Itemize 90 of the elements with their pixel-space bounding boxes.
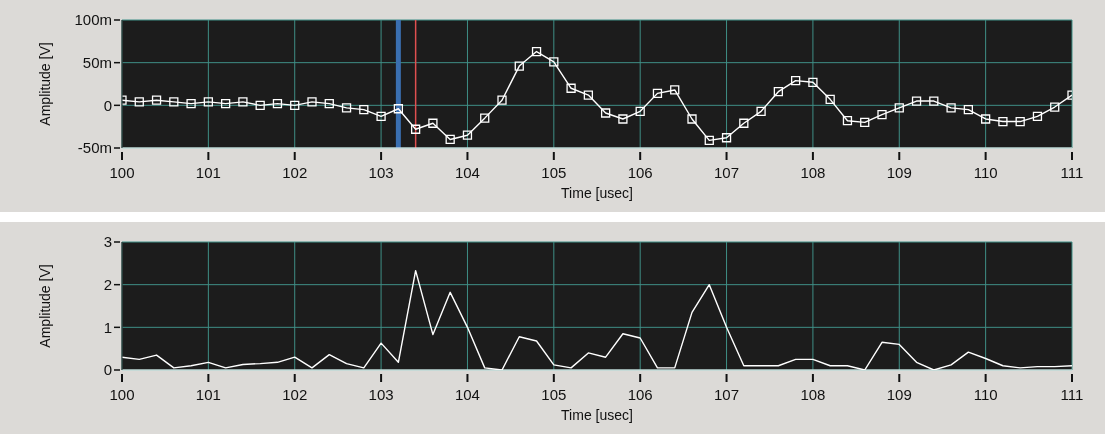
point xyxy=(238,97,248,107)
point xyxy=(635,106,645,116)
y-tick-label: 100m xyxy=(74,11,112,29)
x-axis-title: Time [usec] xyxy=(561,407,633,423)
x-tick-label: 107 xyxy=(714,386,740,403)
x-tick-label: 100 xyxy=(109,386,135,403)
x-tick-label: 109 xyxy=(886,386,912,403)
point xyxy=(773,87,784,97)
x-tick-label: 102 xyxy=(282,164,308,181)
point xyxy=(428,118,438,128)
point xyxy=(255,100,265,110)
point xyxy=(842,116,853,126)
point xyxy=(894,103,904,113)
point xyxy=(652,88,663,99)
point xyxy=(687,114,697,124)
point xyxy=(531,46,542,57)
x-tick-label: 105 xyxy=(541,164,567,181)
x-tick-label: 106 xyxy=(627,164,653,181)
point xyxy=(963,104,974,115)
point xyxy=(704,135,714,145)
point xyxy=(134,97,144,107)
point xyxy=(998,116,1008,127)
point xyxy=(359,104,369,115)
x-tick-label: 103 xyxy=(368,164,394,181)
x-tick-label: 111 xyxy=(1060,386,1084,403)
point xyxy=(410,124,421,134)
point xyxy=(497,95,507,105)
point xyxy=(583,90,594,100)
point xyxy=(860,117,870,128)
y-tick-label: 2 xyxy=(103,275,112,293)
x-tick-label: 110 xyxy=(973,386,998,403)
point xyxy=(721,133,732,143)
point xyxy=(1015,116,1025,127)
point xyxy=(756,106,766,116)
point xyxy=(946,103,956,113)
x-tick-label: 111 xyxy=(1060,164,1084,181)
x-tick-label: 104 xyxy=(454,164,480,181)
point xyxy=(462,130,473,140)
x-tick-label: 109 xyxy=(886,164,912,181)
point xyxy=(825,94,835,105)
y-tick-label: 1 xyxy=(103,318,112,336)
x-tick-label: 100 xyxy=(109,164,135,181)
y-tick-label: 3 xyxy=(103,233,112,251)
point xyxy=(480,113,490,123)
x-tick-label: 106 xyxy=(627,386,653,403)
point xyxy=(376,111,386,122)
point xyxy=(341,103,352,113)
point xyxy=(980,114,991,124)
point xyxy=(600,108,611,118)
x-tick-label: 107 xyxy=(714,164,740,181)
point xyxy=(151,95,162,105)
x-tick-label: 103 xyxy=(368,386,394,403)
x-axis-title: Time [usec] xyxy=(561,185,633,201)
x-tick-label: 101 xyxy=(195,386,221,403)
point xyxy=(445,134,455,145)
point xyxy=(1032,111,1043,122)
point xyxy=(1050,102,1060,112)
point xyxy=(808,77,818,87)
point xyxy=(739,118,749,128)
point xyxy=(929,96,939,106)
point xyxy=(272,98,283,109)
point xyxy=(790,75,801,86)
y-tick-label: -50m xyxy=(77,139,112,157)
point xyxy=(290,100,300,110)
point xyxy=(203,97,214,107)
point xyxy=(324,98,334,109)
x-tick-label: 108 xyxy=(800,164,826,181)
x-tick-label: 102 xyxy=(282,386,308,403)
x-tick-label: 105 xyxy=(541,386,567,403)
x-tick-label: 110 xyxy=(973,164,998,181)
x-tick-label: 101 xyxy=(195,164,221,181)
y-axis-title: Amplitude [V] xyxy=(37,264,53,348)
point xyxy=(618,114,628,124)
point xyxy=(393,104,404,114)
point xyxy=(307,97,317,107)
point xyxy=(169,97,179,107)
point xyxy=(514,61,524,71)
x-tick-label: 104 xyxy=(454,386,480,403)
point xyxy=(911,96,922,106)
point xyxy=(566,83,576,93)
y-tick-label: 0 xyxy=(103,96,112,114)
y-axis-title: Amplitude [V] xyxy=(37,42,53,126)
x-tick-label: 108 xyxy=(800,386,826,403)
y-tick-label: 50m xyxy=(82,53,112,71)
y-tick-label: 0 xyxy=(103,361,112,379)
point xyxy=(186,98,196,109)
point xyxy=(877,110,887,120)
point xyxy=(670,85,680,95)
point xyxy=(549,57,559,67)
point xyxy=(220,98,231,109)
